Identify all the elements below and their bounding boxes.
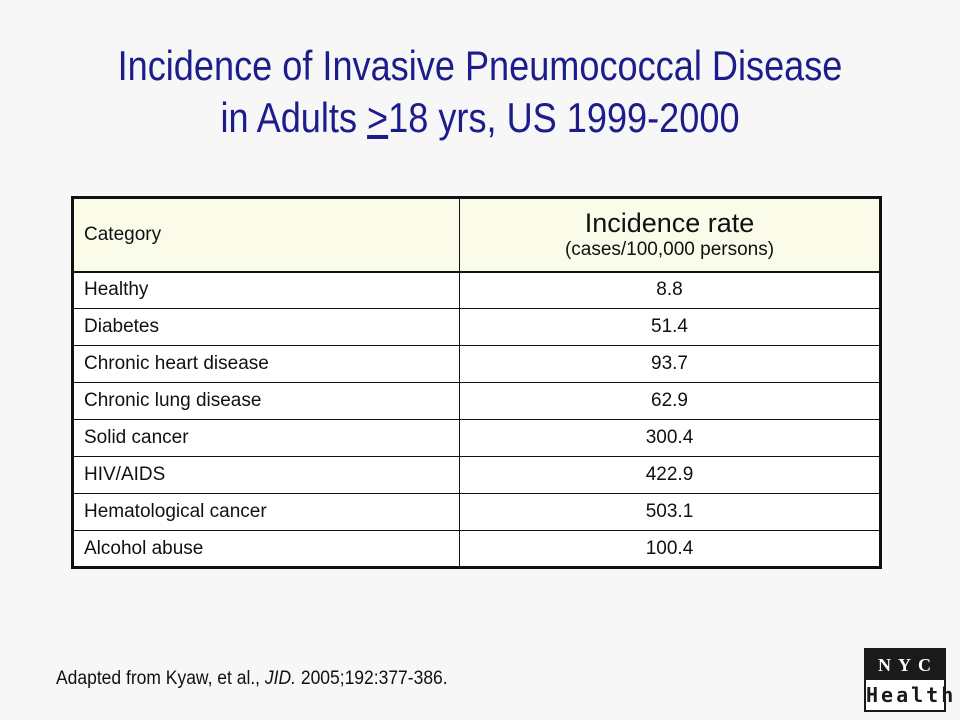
row-incidence-rate: 8.8 <box>459 271 881 309</box>
citation-journal: JID. <box>264 668 296 689</box>
title-line-2: in Adults >18 yrs, US 1999-2000 <box>67 92 893 144</box>
header-rate-unit: (cases/100,000 persons) <box>564 238 775 260</box>
table-row: HIV/AIDS 422.9 <box>72 456 881 494</box>
logo-bottom-text: Health <box>866 683 957 707</box>
row-category: Alcohol abuse <box>72 530 460 568</box>
logo-top-text: NYC <box>866 650 944 680</box>
row-incidence-rate: 100.4 <box>459 530 881 568</box>
table-row: Alcohol abuse 100.4 <box>72 530 881 568</box>
row-incidence-rate: 503.1 <box>459 493 881 531</box>
citation-prefix: Adapted from Kyaw, et al., <box>56 668 265 689</box>
table-row: Chronic lung disease 62.9 <box>72 382 881 420</box>
row-incidence-rate: 422.9 <box>459 456 881 494</box>
row-category: Diabetes <box>72 308 460 346</box>
table-row: Chronic heart disease 93.7 <box>72 345 881 383</box>
row-category: Chronic lung disease <box>72 382 460 420</box>
row-category: Hematological cancer <box>72 493 460 531</box>
row-category: HIV/AIDS <box>72 456 460 494</box>
table-row: Hematological cancer 503.1 <box>72 493 881 531</box>
title-line-2-prefix: in Adults <box>220 94 368 141</box>
header-category: Category <box>72 197 460 273</box>
row-incidence-rate: 51.4 <box>459 308 881 346</box>
title-line-2-suffix: 18 yrs, US 1999-2000 <box>388 94 740 141</box>
row-category: Healthy <box>72 271 460 309</box>
table-body: Healthy 8.8 Diabetes 51.4 Chronic heart dise… <box>72 271 881 568</box>
table-row: Solid cancer 300.4 <box>72 419 881 457</box>
citation-suffix: 2005;192:377-386. <box>295 668 448 689</box>
row-incidence-rate: 62.9 <box>459 382 881 420</box>
citation: Adapted from Kyaw, et al., JID. 2005;192… <box>56 668 448 690</box>
title-line-1: Incidence of Invasive Pneumococcal Disea… <box>117 42 843 89</box>
header-incidence-rate: Incidence rate (cases/100,000 persons) <box>459 197 881 273</box>
table-row: Healthy 8.8 <box>72 271 881 309</box>
row-category: Solid cancer <box>72 419 460 457</box>
slide-title: Incidence of Invasive Pneumococcal Disea… <box>67 40 893 144</box>
nyc-health-logo: NYC Health <box>864 648 957 712</box>
table-header-row: Category Incidence rate (cases/100,000 p… <box>72 197 881 273</box>
table-row: Diabetes 51.4 <box>72 308 881 346</box>
incidence-table: Category Incidence rate (cases/100,000 p… <box>71 196 882 569</box>
header-rate-label: Incidence rate <box>584 207 755 238</box>
row-incidence-rate: 300.4 <box>459 419 881 457</box>
row-category: Chronic heart disease <box>72 345 460 383</box>
row-incidence-rate: 93.7 <box>459 345 881 383</box>
greater-equal-symbol: > <box>367 94 389 141</box>
